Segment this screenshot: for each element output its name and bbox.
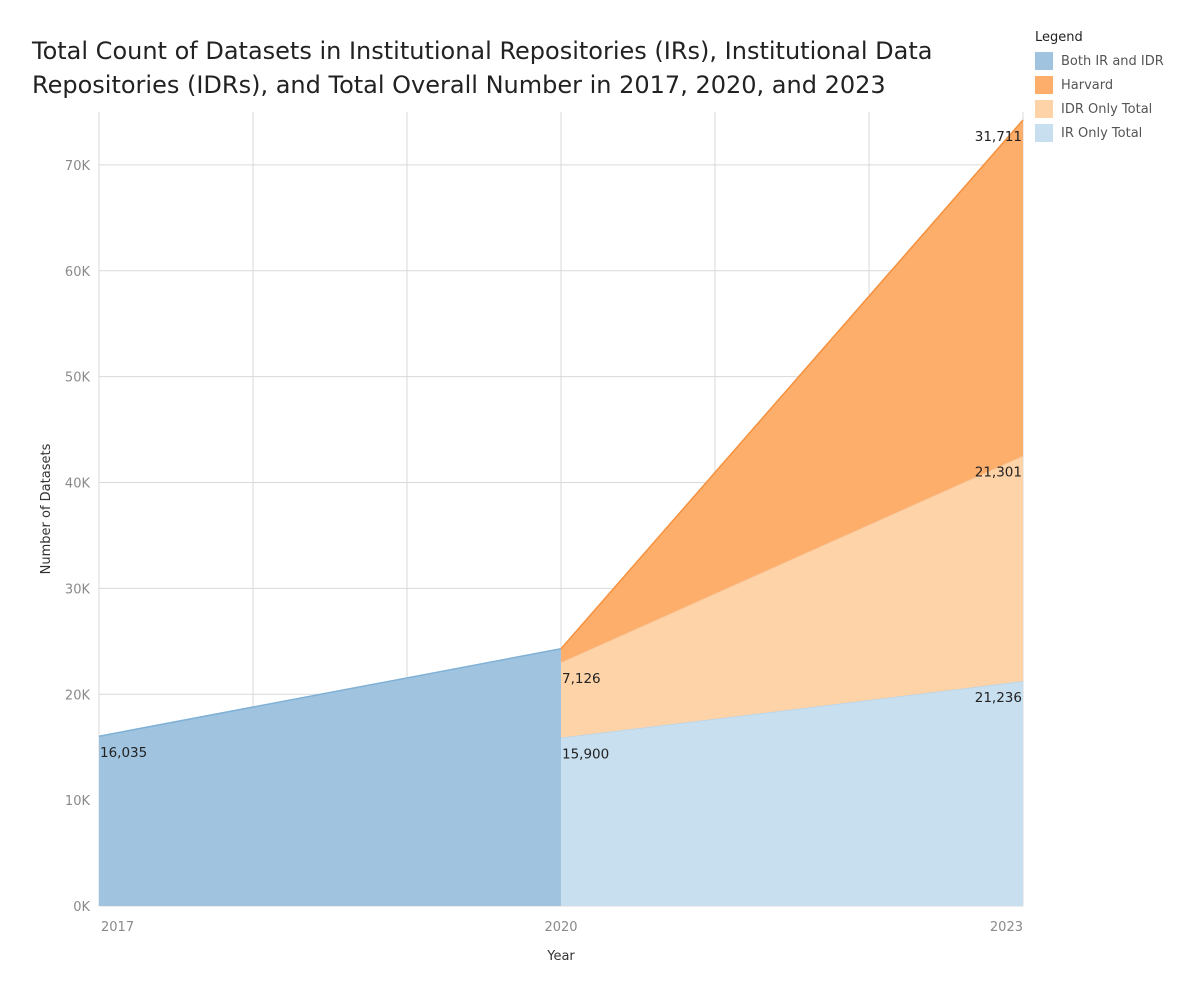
legend-label-harvard: Harvard xyxy=(1061,77,1114,93)
data-label-ir-only-total-2023: 21,236 xyxy=(975,690,1022,706)
x-tick-label-2020: 2020 xyxy=(544,920,577,935)
data-label-ir-only-total-2020: 15,900 xyxy=(562,747,609,763)
area-series xyxy=(98,119,1024,906)
chart-title-line-2: Repositories (IDRs), and Total Overall N… xyxy=(32,71,886,99)
data-label-harvard-2023: 31,711 xyxy=(975,129,1022,145)
legend-swatch-idr-only-total xyxy=(1035,100,1053,118)
y-tick-label-0: 0K xyxy=(73,900,90,915)
area-line-harvard xyxy=(560,119,1024,650)
legend-label-ir-only-total: IR Only Total xyxy=(1061,125,1143,141)
data-label-idr-only-total-2020: 7,126 xyxy=(562,671,601,687)
y-tick-label-50000: 50K xyxy=(65,371,91,386)
legend-title: Legend xyxy=(1035,30,1083,45)
area-both-ir-and-idr xyxy=(99,648,561,906)
x-axis-title: Year xyxy=(546,949,575,964)
legend-swatch-both-ir-and-idr xyxy=(1035,52,1053,70)
y-tick-label-70000: 70K xyxy=(65,159,91,174)
x-axis-ticks: 2017 2020 2023 xyxy=(101,920,1023,935)
legend-label-idr-only-total: IDR Only Total xyxy=(1061,101,1153,117)
area-line-both-ir-and-idr xyxy=(98,648,562,737)
chart-title: Total Count of Datasets in Institutional… xyxy=(32,34,972,102)
area-idr-only-total xyxy=(561,455,1023,738)
data-labels: 16,035 15,900 7,126 21,236 21,301 31,711 xyxy=(100,129,1022,763)
area-harvard xyxy=(561,119,1023,663)
x-tick-label-2023: 2023 xyxy=(990,920,1023,935)
y-tick-label-60000: 60K xyxy=(65,265,91,280)
y-axis-title: Number of Datasets xyxy=(39,443,54,574)
legend-label-both-ir-and-idr: Both IR and IDR xyxy=(1061,53,1164,69)
area-ir-only-total xyxy=(561,681,1023,906)
y-tick-label-10000: 10K xyxy=(65,794,91,809)
y-tick-label-40000: 40K xyxy=(65,477,91,492)
y-tick-label-30000: 30K xyxy=(65,582,91,597)
legend-item-harvard: Harvard xyxy=(1035,73,1164,97)
legend-items: Both IR and IDR Harvard IDR Only Total IR O… xyxy=(1035,49,1164,145)
data-label-both-ir-and-idr-2017: 16,035 xyxy=(100,745,147,761)
legend-swatch-harvard xyxy=(1035,76,1053,94)
legend: Legend Both IR and IDR Harvard IDR Only To… xyxy=(1035,30,1164,145)
y-tick-label-20000: 20K xyxy=(65,688,91,703)
x-tick-label-2017: 2017 xyxy=(101,920,134,935)
area-line-ir-only-total xyxy=(560,680,1024,739)
legend-item-ir-only-total: IR Only Total xyxy=(1035,121,1164,145)
chart-title-line-1: Total Count of Datasets in Institutional… xyxy=(32,37,933,65)
legend-item-idr-only-total: IDR Only Total xyxy=(1035,97,1164,121)
legend-item-both-ir-and-idr: Both IR and IDR xyxy=(1035,49,1164,73)
y-axis-ticks: 0K 10K 20K 30K 40K 50K 60K 70K xyxy=(65,159,91,915)
legend-swatch-ir-only-total xyxy=(1035,124,1053,142)
data-label-idr-only-total-2023: 21,301 xyxy=(975,465,1022,481)
